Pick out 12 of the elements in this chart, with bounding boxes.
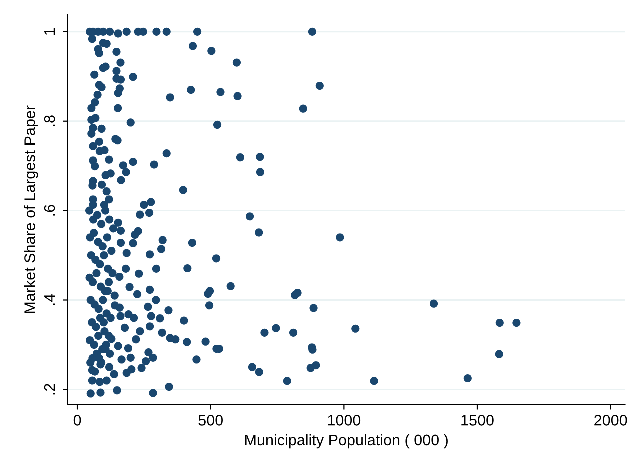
- y-tick-label: .6: [44, 205, 56, 216]
- x-axis-title: Municipality Population ( 000 ): [246, 434, 448, 449]
- y-axis-title: Market Share of Largest Paper: [24, 106, 38, 314]
- x-tick-label: 500: [198, 415, 224, 426]
- y-tick-label: .4: [44, 294, 56, 306]
- x-tick-label: 1000: [328, 415, 361, 426]
- y-tick-label: 1: [44, 28, 56, 36]
- x-tick-label: 1500: [462, 415, 494, 426]
- y-tick-label: .2: [44, 384, 56, 395]
- x-tick-label: 2000: [594, 415, 628, 426]
- y-tick-label: .8: [44, 116, 56, 126]
- x-tick-label: 0: [74, 415, 82, 426]
